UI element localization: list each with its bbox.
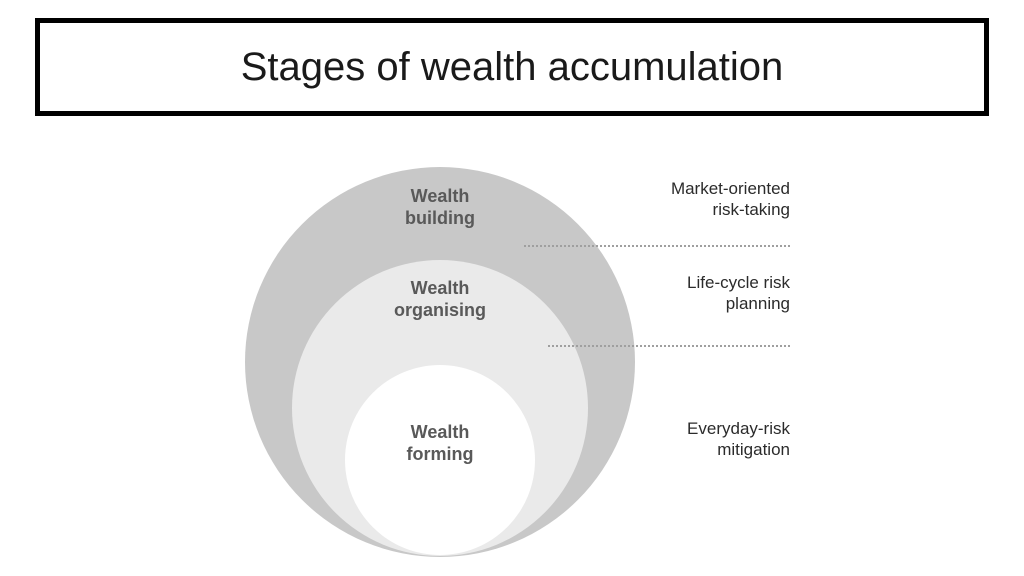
annotation-0: Market-oriented risk-taking — [0, 178, 790, 221]
annotation-2: Everyday-risk mitigation — [0, 418, 790, 461]
annotation-1: Life-cycle risk planning — [0, 272, 790, 315]
title-box: Stages of wealth accumulation — [35, 18, 989, 116]
page-title: Stages of wealth accumulation — [241, 45, 784, 90]
divider-0 — [524, 245, 790, 247]
divider-1 — [548, 345, 790, 347]
